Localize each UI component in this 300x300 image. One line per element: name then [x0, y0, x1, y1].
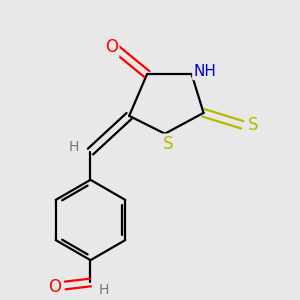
Text: NH: NH — [194, 64, 217, 79]
Text: O: O — [105, 38, 118, 56]
Text: H: H — [99, 283, 109, 297]
Text: S: S — [163, 135, 173, 153]
Text: H: H — [69, 140, 79, 154]
Text: O: O — [48, 278, 61, 296]
Text: S: S — [248, 116, 258, 134]
